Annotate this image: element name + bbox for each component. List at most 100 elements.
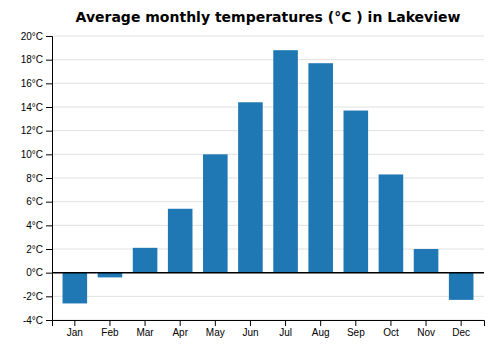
x-tick-label: Dec	[452, 327, 470, 338]
grid-line	[52, 272, 484, 273]
x-axis: Jan Feb Mar Apr May Jun Jul Aug Sep Oct Nov Dec	[53, 320, 485, 338]
y-tick-mark	[46, 202, 52, 203]
y-tick-mark	[46, 225, 52, 226]
x-tick: May	[206, 320, 225, 338]
y-tick: -4°C	[23, 315, 52, 326]
x-tick-mark	[426, 320, 427, 326]
x-tick: Mar	[136, 320, 154, 338]
y-tick: 18°C	[21, 54, 52, 65]
zero-line	[52, 272, 484, 274]
x-tick-label: Jul	[279, 327, 292, 338]
chart: -4°C -2°C 0°C 2°C 4°C 6°C 8°C 10°C 12°C 14°C 16°C 1…	[0, 0, 500, 350]
x-tick: Nov	[417, 320, 435, 338]
x-tick-mark	[461, 320, 462, 326]
bar	[308, 63, 333, 272]
bar	[379, 174, 404, 272]
bar	[238, 102, 263, 272]
grid-line	[52, 59, 484, 60]
bar	[203, 154, 228, 272]
bar	[133, 248, 158, 273]
y-tick-mark	[46, 320, 52, 321]
y-tick-mark	[46, 60, 52, 61]
x-tick: Jul	[279, 320, 292, 338]
grid-line	[52, 36, 484, 37]
y-tick: 2°C	[26, 244, 52, 255]
x-tick: Oct	[383, 320, 399, 338]
bar	[344, 111, 369, 273]
bar	[414, 249, 439, 273]
y-axis: -4°C -2°C 0°C 2°C 4°C 6°C 8°C 10°C 12°C 14°C 16°C 1…	[21, 31, 53, 326]
x-tick-label: Jun	[242, 327, 258, 338]
x-tick-label: Nov	[417, 327, 435, 338]
y-tick-label: -2°C	[23, 291, 43, 302]
grid-line	[52, 178, 484, 179]
x-tick-mark	[215, 320, 216, 326]
y-tick-mark	[46, 83, 52, 84]
x-tick-label: Sep	[347, 327, 365, 338]
x-tick: Aug	[312, 320, 330, 338]
y-tick-mark	[46, 107, 52, 108]
y-tick-mark	[46, 178, 52, 179]
y-tick: 4°C	[26, 220, 52, 231]
plot-area: -4°C -2°C 0°C 2°C 4°C 6°C 8°C 10°C 12°C 14°C 16°C 1…	[21, 31, 485, 338]
y-tick-mark	[46, 36, 52, 37]
y-tick-label: 4°C	[26, 220, 43, 231]
y-tick-mark	[46, 131, 52, 132]
y-tick: 12°C	[21, 125, 52, 136]
x-tick-mark	[250, 320, 251, 326]
y-tick: 8°C	[26, 173, 52, 184]
y-tick-mark	[46, 154, 52, 155]
y-tick: 10°C	[21, 149, 52, 160]
y-tick-mark	[46, 249, 52, 250]
title: Average monthly temperatures (°C ) in La…	[76, 9, 461, 25]
y-tick: -2°C	[23, 291, 52, 302]
x-tick-label: Aug	[312, 327, 330, 338]
y-tick-label: 18°C	[21, 54, 43, 65]
x-tick: Dec	[452, 320, 470, 338]
x-tick-label: Oct	[383, 327, 399, 338]
x-tick: Feb	[101, 320, 119, 338]
bars	[63, 50, 474, 303]
y-tick-label: 2°C	[26, 244, 43, 255]
grid-line	[52, 201, 484, 202]
y-tick: 0°C	[26, 267, 52, 278]
x-tick-label: May	[206, 327, 225, 338]
x-tick: Sep	[347, 320, 365, 338]
x-tick-label: Feb	[101, 327, 119, 338]
y-tick-label: 12°C	[21, 125, 43, 136]
y-tick: 6°C	[26, 196, 52, 207]
grid	[52, 36, 484, 320]
x-tick-label: Mar	[136, 327, 154, 338]
y-tick: 14°C	[21, 102, 52, 113]
y-tick-label: 16°C	[21, 78, 43, 89]
y-tick-label: 20°C	[21, 31, 43, 42]
x-tick-mark	[320, 320, 321, 326]
x-tick-mark	[285, 320, 286, 326]
y-tick: 16°C	[21, 78, 52, 89]
y-tick-label: 0°C	[26, 267, 43, 278]
bar	[273, 50, 298, 272]
grid-line	[52, 83, 484, 84]
x-tick-mark	[390, 320, 391, 326]
y-tick-mark	[46, 273, 52, 274]
bar	[168, 209, 193, 273]
y-tick-label: 10°C	[21, 149, 43, 160]
grid-line	[52, 130, 484, 131]
grid-line	[52, 296, 484, 297]
x-tick: Jan	[67, 320, 83, 338]
y-tick-label: 6°C	[26, 196, 43, 207]
y-tick-label: -4°C	[23, 315, 43, 326]
x-tick-mark	[109, 320, 110, 326]
x-tick-label: Apr	[172, 327, 188, 338]
grid-line	[52, 154, 484, 155]
y-tick-mark	[46, 296, 52, 297]
x-tick: Jun	[242, 320, 258, 338]
bar	[449, 273, 474, 300]
x-tick-label: Jan	[67, 327, 83, 338]
y-tick: 20°C	[21, 31, 52, 42]
y-axis-line	[46, 37, 53, 321]
x-tick-mark	[145, 320, 146, 326]
x-tick-mark	[355, 320, 356, 326]
grid-line	[52, 107, 484, 108]
x-axis-line	[53, 321, 485, 327]
